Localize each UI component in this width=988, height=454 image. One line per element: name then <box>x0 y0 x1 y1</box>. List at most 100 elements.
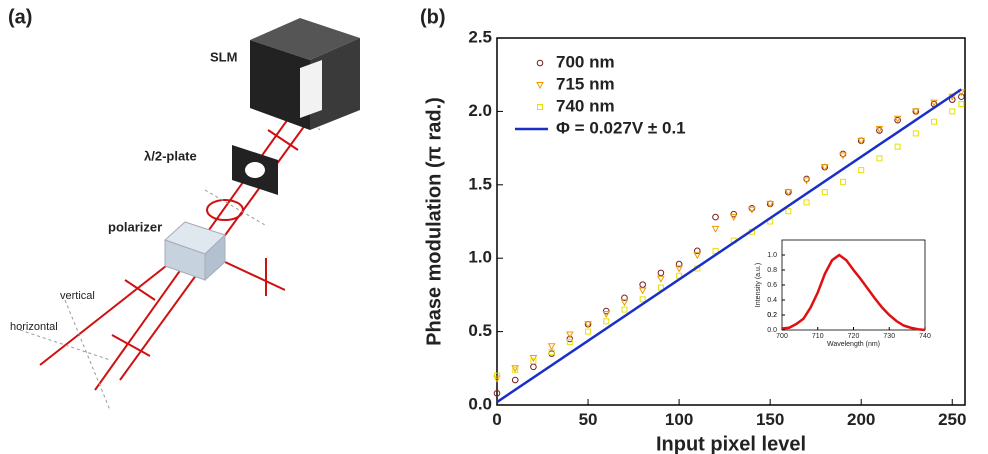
y-tick-label: 0.2 <box>767 312 777 319</box>
point <box>547 343 556 351</box>
point <box>785 208 792 215</box>
plot-frame <box>496 37 966 406</box>
point <box>911 108 920 116</box>
x-tick-label: 730 <box>883 333 895 340</box>
point <box>675 260 683 268</box>
plate-label: λ/2-plate <box>144 148 197 163</box>
y-tick-label: 0.8 <box>767 267 777 274</box>
y-tick-label: 1.0 <box>468 248 492 267</box>
point <box>493 389 501 397</box>
y-tick-label: 0.6 <box>767 282 777 289</box>
legend-label: 740 nm <box>556 96 615 115</box>
slm-screen <box>300 60 322 118</box>
point <box>639 281 646 288</box>
point <box>857 137 866 145</box>
point <box>803 199 810 206</box>
x-tick-label: 150 <box>756 410 784 429</box>
x-tick-label: 200 <box>847 410 875 429</box>
point <box>657 275 665 283</box>
point <box>548 350 555 357</box>
point <box>820 164 829 172</box>
point <box>712 213 719 221</box>
point <box>912 130 919 137</box>
point <box>693 252 702 260</box>
x-tick-label: 740 <box>919 333 931 340</box>
legend-swatch <box>536 82 544 90</box>
point <box>548 349 555 356</box>
y-axis-label: Intensity (a.u.) <box>755 263 762 307</box>
point <box>802 177 811 185</box>
point <box>821 189 828 196</box>
point <box>712 247 719 254</box>
x-tick-label: 700 <box>776 333 788 340</box>
point <box>638 287 647 295</box>
y-tick-label: 0.4 <box>767 297 777 304</box>
point <box>565 331 574 339</box>
line <box>496 88 963 404</box>
point <box>639 296 646 303</box>
point <box>584 321 592 329</box>
point <box>621 306 628 313</box>
slm-label: SLM <box>210 49 237 64</box>
point <box>949 108 956 115</box>
x-tick-label: 250 <box>938 410 966 429</box>
point <box>893 115 902 123</box>
point <box>729 214 738 222</box>
legend-label: 700 nm <box>556 52 615 71</box>
horizontal-label: horizontal <box>10 321 58 333</box>
panel-label: (b) <box>420 6 446 28</box>
point <box>711 225 720 233</box>
point <box>657 284 664 291</box>
point <box>784 189 793 197</box>
point <box>493 375 501 383</box>
legend-label: 715 nm <box>556 74 615 93</box>
x-tick-label: 710 <box>812 333 824 340</box>
point <box>839 178 846 185</box>
vertical-label: vertical <box>60 290 95 302</box>
panel-label: (a) <box>8 6 32 28</box>
point <box>621 294 628 302</box>
slm-side <box>310 38 360 130</box>
x-tick-label: 720 <box>848 333 860 340</box>
point <box>620 299 629 307</box>
y-tick-label: 2.0 <box>468 101 492 120</box>
waveplate-aperture <box>245 162 265 178</box>
point <box>958 101 965 108</box>
y-tick-label: 1.0 <box>767 252 777 259</box>
point <box>930 99 938 107</box>
point <box>858 167 865 174</box>
y-tick-label: 0.0 <box>767 327 777 334</box>
x-tick-label: 50 <box>579 410 598 429</box>
polarization-arrows <box>111 129 299 357</box>
point <box>839 152 847 160</box>
slm-top <box>250 18 360 60</box>
line <box>781 253 926 332</box>
slm-front <box>250 40 310 130</box>
point <box>602 310 611 319</box>
point <box>511 365 520 373</box>
polarizer-label: polarizer <box>108 219 162 234</box>
y-axis-label: Phase modulation (π rad.) <box>423 97 445 346</box>
y-tick-label: 0.2 <box>767 312 777 319</box>
point <box>931 118 938 125</box>
point <box>566 338 573 345</box>
point <box>748 206 756 214</box>
charts: 0 50 100 150 200 250 0.0 0.5 1.0 1.5 2.0 2.5 Input p… <box>420 6 966 454</box>
x-axis-label: Wavelength (nm) <box>827 341 880 348</box>
legend-swatch <box>537 104 543 110</box>
polarizer-side <box>204 233 226 282</box>
point <box>876 155 883 162</box>
point <box>875 126 884 134</box>
y-tick-label: 0.0 <box>468 394 492 413</box>
x-tick-label: 0 <box>492 410 501 429</box>
point <box>675 265 683 273</box>
y-tick-label: 0.5 <box>468 321 492 340</box>
point <box>530 357 537 364</box>
x-axis-label: Input pixel level <box>656 433 806 454</box>
legend-swatch <box>536 59 544 67</box>
y-tick-label: 1.5 <box>468 174 492 193</box>
point <box>603 318 610 325</box>
point <box>694 247 701 255</box>
point <box>657 269 665 277</box>
